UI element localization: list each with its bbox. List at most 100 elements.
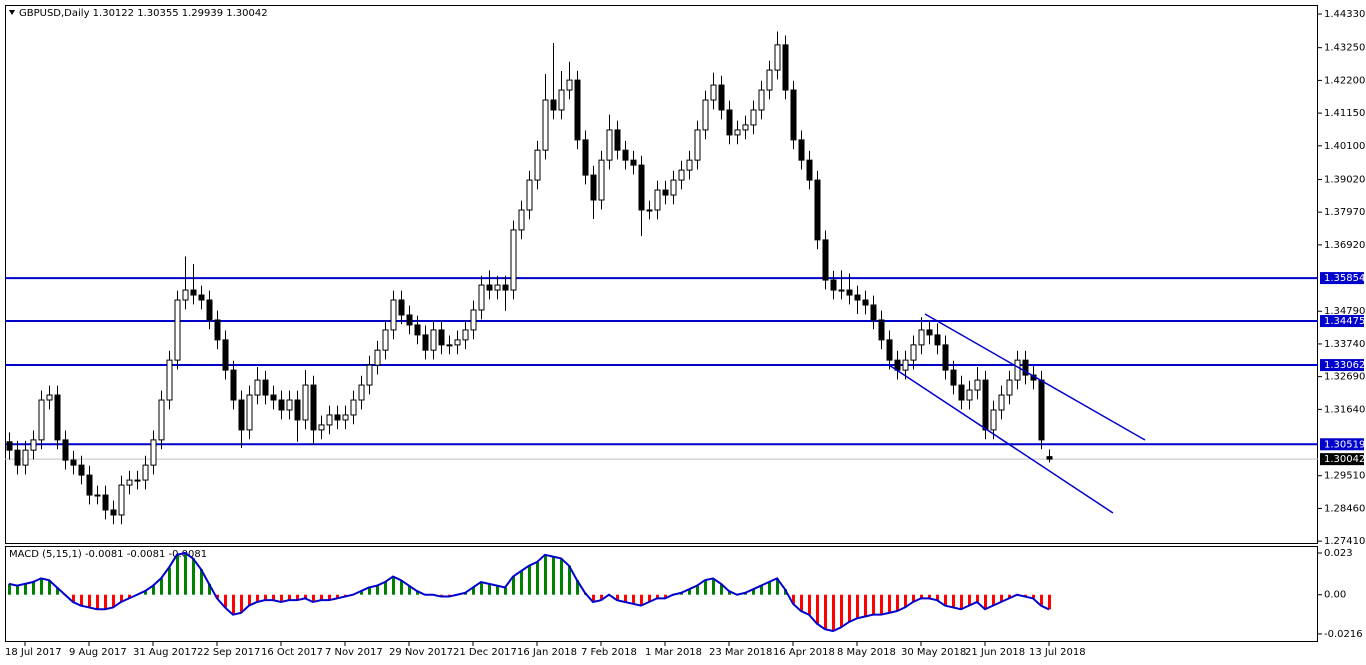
x-tick-label: 31 Aug 2017 bbox=[133, 647, 197, 658]
macd-bar bbox=[984, 594, 987, 610]
candle-body bbox=[998, 394, 1005, 411]
macd-bar bbox=[568, 565, 571, 595]
candle-body bbox=[382, 329, 389, 351]
candle-body bbox=[222, 339, 229, 371]
macd-bar bbox=[552, 556, 555, 595]
candle-body bbox=[766, 69, 773, 91]
menu-arrow[interactable] bbox=[9, 10, 15, 15]
candle-body bbox=[582, 139, 589, 176]
candle-body bbox=[750, 109, 757, 126]
macd-bar bbox=[888, 594, 891, 613]
macd-bar bbox=[160, 578, 163, 595]
level-label-box bbox=[1320, 438, 1364, 451]
macd-bar bbox=[656, 594, 659, 599]
candle-body bbox=[798, 139, 805, 161]
candle-body bbox=[846, 289, 853, 296]
macd-bar bbox=[304, 594, 307, 599]
macd-bar bbox=[272, 594, 275, 601]
macd-bar bbox=[648, 594, 651, 602]
x-tick-label: 21 Dec 2017 bbox=[453, 647, 517, 658]
candle-body bbox=[326, 414, 333, 426]
macd-bar bbox=[872, 594, 875, 615]
macd-bar bbox=[240, 594, 243, 613]
macd-bar bbox=[744, 592, 747, 595]
macd-bar bbox=[680, 592, 683, 595]
last-price-label: 1.30042 bbox=[1324, 454, 1365, 465]
macd-bar bbox=[832, 594, 835, 632]
candle-body bbox=[366, 364, 373, 386]
candle-body bbox=[462, 329, 469, 341]
macd-bar bbox=[928, 594, 931, 599]
candle-body bbox=[630, 159, 637, 166]
y-tick-label: 0.023 bbox=[1324, 548, 1353, 559]
candle-body bbox=[126, 479, 133, 486]
chart-title: GBPUSD,Daily 1.30122 1.30355 1.29939 1.3… bbox=[19, 8, 268, 19]
candle-body bbox=[646, 209, 653, 212]
candle-body bbox=[854, 294, 861, 301]
macd-bar bbox=[536, 562, 539, 595]
candle-body bbox=[494, 284, 501, 291]
candle-body bbox=[70, 459, 77, 466]
trend-line bbox=[924, 313, 1146, 441]
candle-body bbox=[54, 394, 61, 441]
candle-body bbox=[166, 359, 173, 401]
candle-body bbox=[1022, 359, 1029, 376]
x-tick-label: 1 Mar 2018 bbox=[645, 647, 702, 658]
candle-body bbox=[878, 319, 885, 341]
macd-bar bbox=[144, 591, 147, 595]
x-tick-label: 16 Oct 2017 bbox=[261, 647, 323, 658]
y-tick-label: 1.32690 bbox=[1324, 372, 1365, 383]
macd-bar bbox=[576, 580, 579, 595]
macd-bar bbox=[1040, 594, 1043, 606]
macd-bar bbox=[1032, 594, 1035, 599]
macd-bar bbox=[560, 558, 563, 595]
macd-bar bbox=[200, 569, 203, 595]
macd-bar bbox=[592, 594, 595, 602]
macd-bar bbox=[40, 578, 43, 595]
macd-bar bbox=[296, 594, 299, 601]
macd-bar bbox=[496, 585, 499, 595]
x-tick-label: 16 Apr 2018 bbox=[773, 647, 835, 658]
candle-body bbox=[1006, 379, 1013, 396]
macd-bar bbox=[1008, 594, 1011, 599]
candle-body bbox=[686, 159, 693, 171]
candle-body bbox=[518, 209, 525, 231]
candle-body bbox=[622, 149, 629, 161]
candle-body bbox=[934, 334, 941, 346]
candle-body bbox=[230, 369, 237, 401]
x-tick-label: 29 Nov 2017 bbox=[389, 647, 453, 658]
candle-body bbox=[958, 384, 965, 401]
candle-body bbox=[950, 369, 957, 386]
macd-bar bbox=[88, 594, 91, 608]
macd-bar bbox=[320, 594, 323, 601]
macd-bar bbox=[904, 594, 907, 608]
plot-layer: 1.44330 1.43250 1.42200 1.41150 1.40100 1.390… bbox=[5, 9, 1365, 658]
candle-body bbox=[446, 344, 453, 347]
candle-body bbox=[1014, 359, 1021, 381]
macd-bar bbox=[640, 594, 643, 606]
macd-bar bbox=[312, 594, 315, 602]
macd-bar bbox=[960, 594, 963, 610]
macd-bar bbox=[392, 576, 395, 595]
level-label: 1.35854 bbox=[1324, 273, 1365, 284]
y-tick-label: 1.28460 bbox=[1324, 503, 1365, 514]
macd-bar bbox=[120, 594, 123, 602]
candle-body bbox=[806, 159, 813, 181]
macd-bar bbox=[280, 594, 283, 602]
candle-body bbox=[1038, 379, 1045, 441]
macd-bar bbox=[128, 594, 131, 599]
y-tick-label: -0.0216 bbox=[1324, 629, 1363, 640]
candle-body bbox=[342, 414, 349, 421]
macd-bar bbox=[800, 594, 803, 612]
candle-body bbox=[430, 329, 437, 351]
y-tick-label: 1.31640 bbox=[1324, 404, 1365, 415]
macd-bar bbox=[912, 594, 915, 602]
candle-body bbox=[246, 394, 253, 431]
macd-bar bbox=[256, 594, 259, 602]
macd-bar bbox=[176, 554, 179, 595]
candle-body bbox=[702, 99, 709, 131]
x-tick-label: 9 Aug 2017 bbox=[69, 647, 127, 658]
candle-body bbox=[398, 299, 405, 316]
candle-body bbox=[862, 299, 869, 306]
